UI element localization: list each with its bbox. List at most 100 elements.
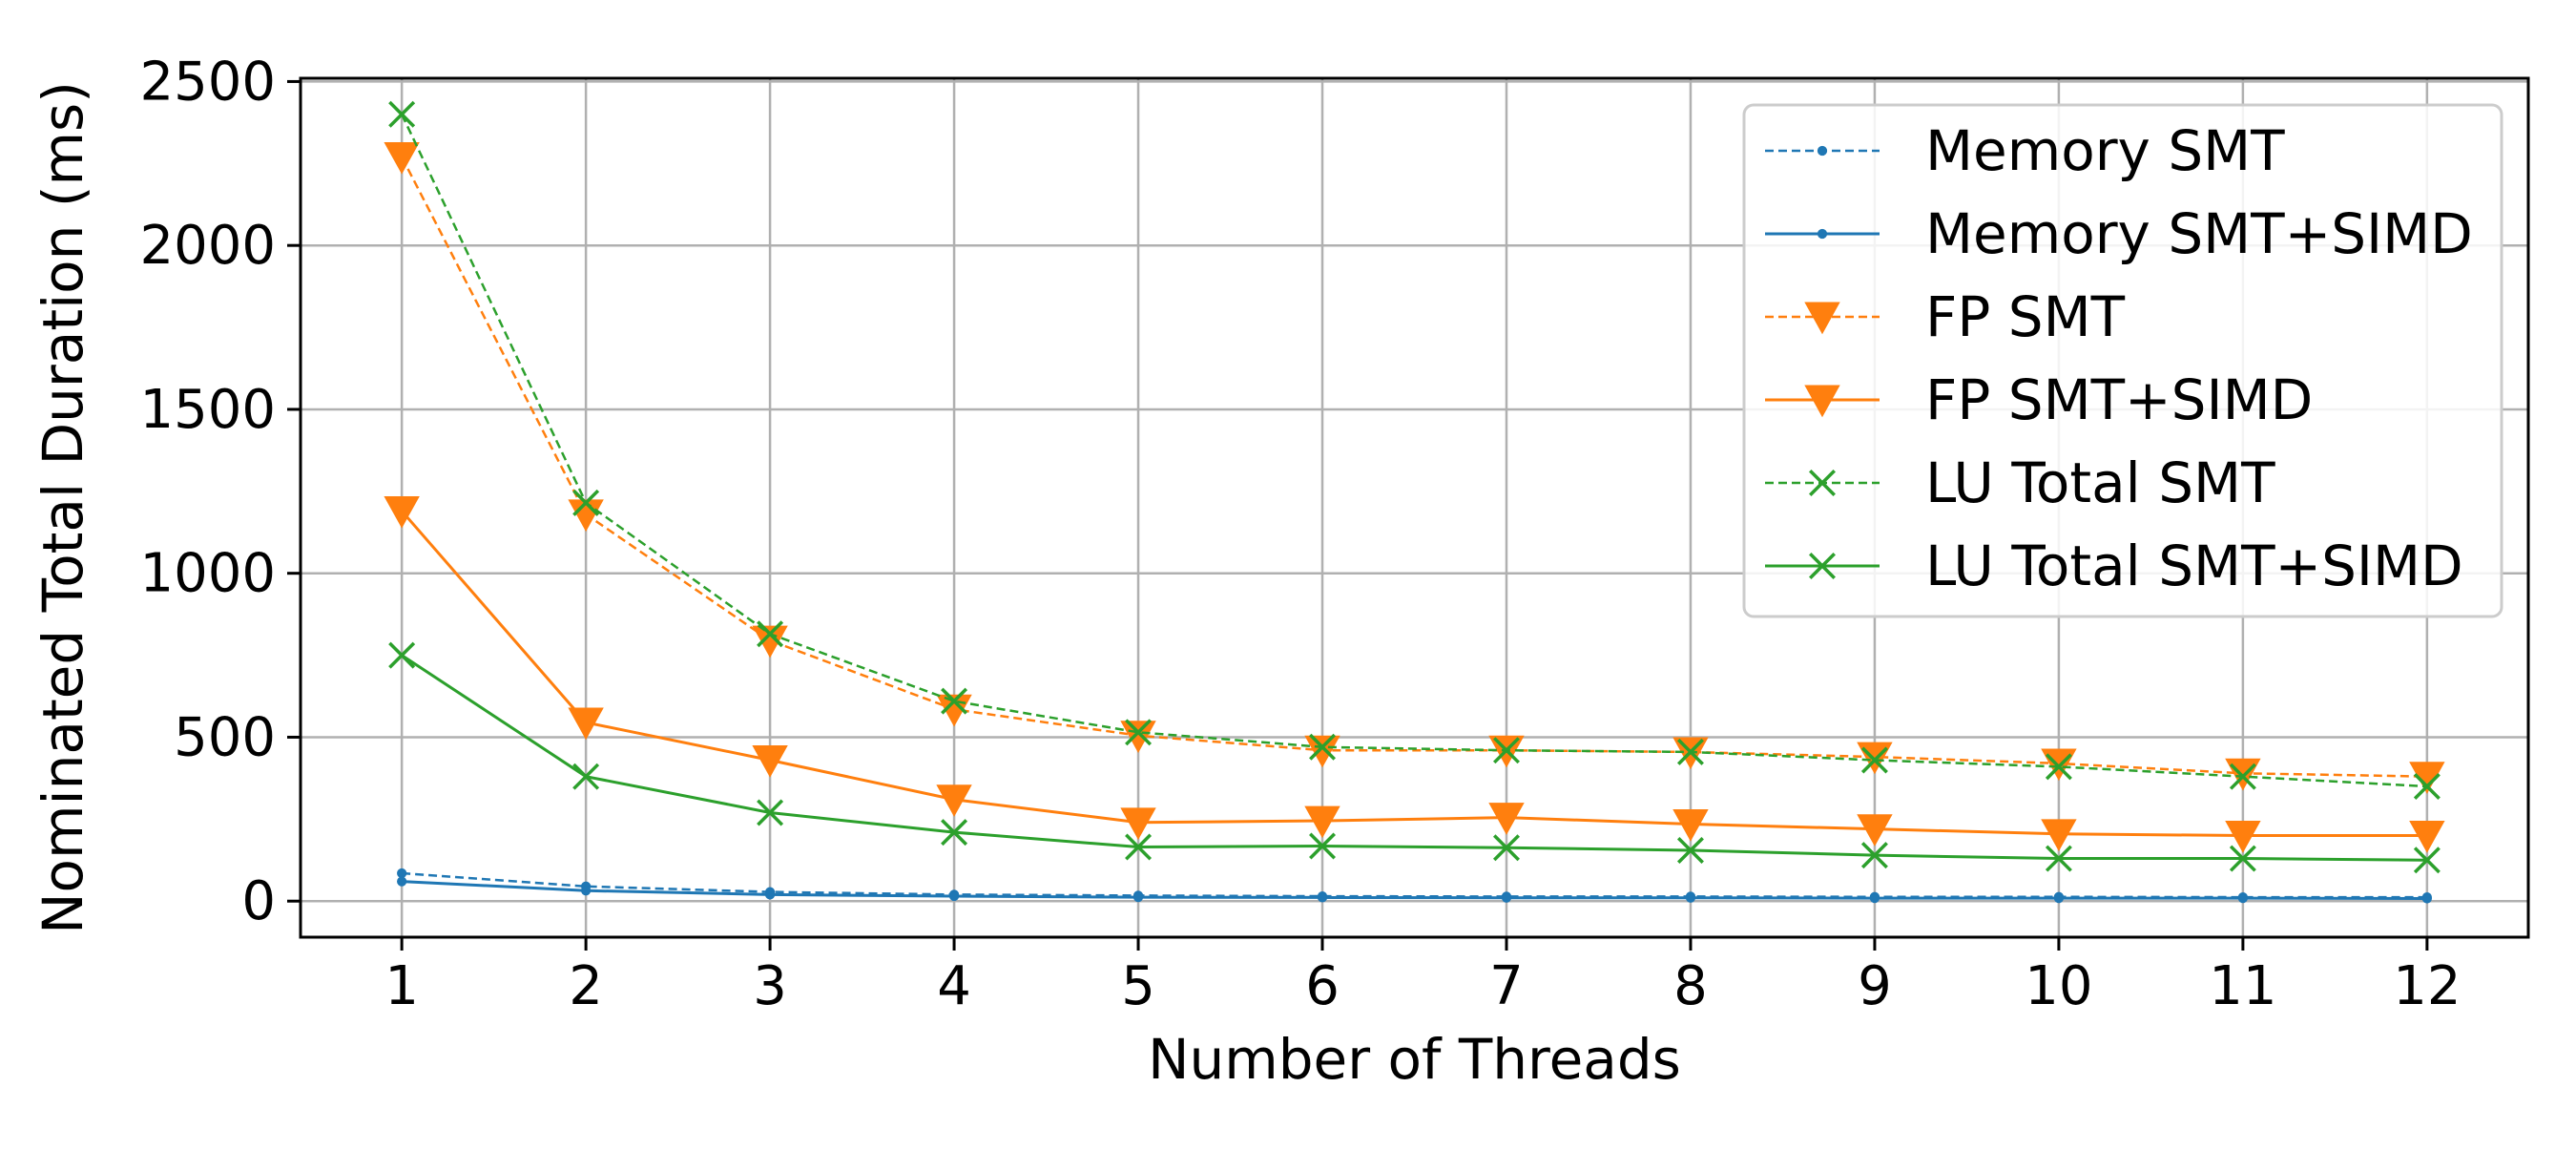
data-point <box>1317 892 1328 903</box>
data-point <box>757 799 784 826</box>
data-point <box>1672 809 1709 842</box>
y-axis-title: Nominated Total Duration (ms) <box>31 81 95 934</box>
x-tick-label: 10 <box>2025 955 2092 1017</box>
legend-marker <box>1817 228 1828 240</box>
data-point <box>2045 753 2072 781</box>
data-point <box>1304 805 1340 839</box>
data-point <box>2225 821 2261 853</box>
data-point <box>1309 832 1336 860</box>
data-point <box>580 886 592 896</box>
data-point <box>941 819 968 847</box>
legend-label: Memory SMT <box>1925 118 2285 183</box>
y-tick-label: 2000 <box>139 215 276 277</box>
legend-item: LU Total SMT <box>1765 450 2275 515</box>
data-point <box>1125 833 1153 861</box>
data-point <box>397 868 407 879</box>
data-point <box>1309 733 1336 761</box>
data-point <box>757 620 784 648</box>
y-tick-label: 0 <box>241 870 276 932</box>
x-tick-label: 12 <box>2393 955 2461 1017</box>
data-point <box>1676 836 1704 864</box>
data-point <box>1304 735 1340 768</box>
legend-label: Memory SMT+SIMD <box>1925 201 2473 266</box>
data-point <box>384 495 420 529</box>
legend-marker <box>1809 553 1836 579</box>
legend-item: Memory SMT <box>1765 118 2285 183</box>
data-point <box>1493 737 1520 764</box>
legend-marker <box>1809 470 1836 496</box>
series-6 <box>388 641 2441 874</box>
data-point <box>1676 738 1704 765</box>
data-point <box>1857 814 1893 847</box>
data-point <box>764 889 776 900</box>
data-point <box>1501 892 1512 903</box>
data-point <box>1120 807 1156 840</box>
legend-marker <box>1817 145 1828 157</box>
series-group <box>384 100 2445 904</box>
data-point <box>1125 719 1153 746</box>
data-point <box>568 707 604 741</box>
legend-box <box>1742 103 2503 618</box>
x-tick-label: 1 <box>384 955 419 1017</box>
x-tick-label: 8 <box>1673 955 1708 1017</box>
data-point <box>1685 892 1696 903</box>
data-point <box>2421 893 2432 904</box>
legend-label: FP SMT <box>1925 284 2126 349</box>
x-tick-label: 6 <box>1305 955 1340 1017</box>
legend-item: Memory SMT+SIMD <box>1765 201 2473 266</box>
y-tick-label: 1500 <box>139 379 276 441</box>
x-tick-label: 11 <box>2209 955 2276 1017</box>
x-axis-title: Number of Threads <box>1148 1027 1681 1092</box>
series-line <box>401 156 2427 778</box>
legend-marker <box>1804 302 1840 335</box>
data-point <box>1132 891 1144 903</box>
data-point <box>2229 763 2256 790</box>
series-line <box>402 880 2427 900</box>
legend-item: FP SMT+SIMD <box>1765 367 2313 432</box>
data-point <box>1120 721 1156 753</box>
legend-item: FP SMT <box>1765 284 2126 349</box>
x-tick-label: 5 <box>1121 955 1155 1017</box>
data-point <box>936 784 972 817</box>
legend-label: FP SMT+SIMD <box>1925 367 2313 432</box>
data-point <box>2053 893 2065 904</box>
data-point <box>2041 819 2077 852</box>
series-line <box>401 654 2427 862</box>
data-point <box>2229 845 2256 872</box>
x-tick-label: 3 <box>753 955 787 1017</box>
plot-frame <box>299 76 2530 939</box>
x-tick-label: 4 <box>937 955 971 1017</box>
data-point <box>572 489 600 516</box>
data-point <box>1860 842 1888 869</box>
data-point <box>388 641 416 669</box>
data-point <box>941 687 968 715</box>
data-point <box>384 141 420 175</box>
x-tick-label: 7 <box>1489 955 1524 1017</box>
data-point <box>1869 893 1880 904</box>
data-point <box>2409 821 2445 853</box>
data-point <box>2413 847 2441 874</box>
data-point <box>1860 746 1888 774</box>
data-point <box>572 763 600 790</box>
series-line <box>401 510 2427 838</box>
data-point <box>948 890 960 902</box>
series-5 <box>388 100 2441 800</box>
legend-marker <box>1804 385 1840 418</box>
legend-item: LU Total SMT+SIMD <box>1765 533 2463 598</box>
data-point <box>1488 803 1525 835</box>
data-point <box>397 876 407 887</box>
data-point <box>388 100 416 128</box>
series-line <box>401 114 2427 788</box>
data-point <box>752 745 788 778</box>
legend: Memory SMT Memory SMT+SIMD FP SMT FP SMT+SI… <box>1742 103 2503 618</box>
x-tick-label: 9 <box>1858 955 1892 1017</box>
x-tick-label: 2 <box>569 955 603 1017</box>
data-point <box>2045 845 2072 872</box>
series-2 <box>397 876 2432 904</box>
data-point <box>2413 772 2441 800</box>
series-4 <box>384 495 2445 853</box>
legend-label: LU Total SMT+SIMD <box>1925 533 2463 598</box>
